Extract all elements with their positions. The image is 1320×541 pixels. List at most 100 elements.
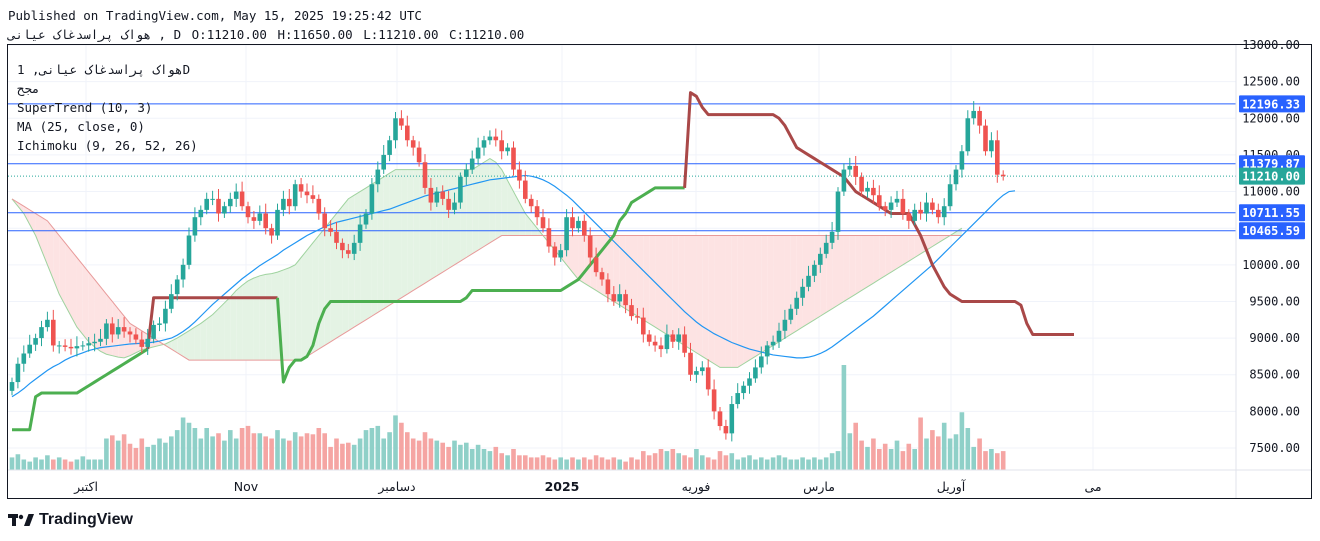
cloud-segment bbox=[330, 213, 337, 342]
volume-bar bbox=[80, 456, 86, 470]
candle-body bbox=[151, 324, 156, 339]
candle-body bbox=[346, 250, 351, 254]
candle-body bbox=[776, 330, 782, 342]
candle-body bbox=[334, 231, 339, 243]
volume-bar bbox=[387, 432, 392, 470]
volume-bar bbox=[534, 457, 540, 470]
volume-bar bbox=[959, 412, 965, 470]
candle-body bbox=[664, 334, 670, 350]
candle-body bbox=[599, 272, 605, 280]
cloud-segment bbox=[578, 235, 585, 284]
cloud-segment bbox=[873, 235, 880, 284]
volume-bar bbox=[169, 436, 174, 470]
candle-body bbox=[658, 345, 664, 350]
volume-bar bbox=[629, 457, 634, 470]
candle-body bbox=[989, 140, 994, 152]
candle-body bbox=[617, 294, 622, 302]
cloud-segment bbox=[637, 235, 644, 320]
volume-bar bbox=[853, 422, 858, 470]
y-tick-label: 13000.00 bbox=[1242, 38, 1300, 52]
x-tick-label: اکتبر bbox=[73, 479, 98, 495]
candle-body bbox=[410, 140, 416, 148]
cloud-segment bbox=[59, 235, 66, 306]
cloud-segment bbox=[88, 272, 95, 347]
cloud-segment bbox=[348, 195, 355, 331]
candles bbox=[9, 101, 1006, 442]
cloud-segment bbox=[448, 169, 455, 269]
candle-body bbox=[222, 206, 227, 214]
candle-body bbox=[27, 344, 32, 354]
y-tick-label: 11000.00 bbox=[1242, 185, 1300, 199]
cloud-segment bbox=[802, 235, 809, 328]
volume-bar bbox=[180, 417, 186, 470]
volume-bar bbox=[658, 449, 664, 470]
cloud-segment bbox=[684, 235, 691, 350]
candle-body bbox=[127, 331, 133, 335]
cloud-segment bbox=[861, 235, 868, 291]
cloud-segment bbox=[218, 302, 225, 361]
legend-ma[interactable]: MA (25, close, 0) bbox=[17, 119, 145, 134]
volume-bar bbox=[163, 442, 168, 470]
price-level-lines bbox=[8, 103, 1236, 232]
volume-bar bbox=[847, 433, 853, 470]
volume-bar bbox=[906, 443, 912, 470]
candle-body bbox=[405, 125, 410, 141]
candle-body bbox=[233, 191, 239, 199]
y-tick-label: 12500.00 bbox=[1242, 75, 1300, 89]
cloud-segment bbox=[725, 235, 732, 368]
volume-bar bbox=[859, 440, 864, 470]
y-tick-label: 8000.00 bbox=[1249, 404, 1300, 418]
volume-bar bbox=[74, 459, 80, 470]
candle-body bbox=[110, 323, 115, 335]
tradingview-logo[interactable]: TradingView bbox=[8, 511, 133, 529]
cloud-segment bbox=[495, 162, 502, 240]
cloud-segment bbox=[501, 169, 508, 236]
volume-bar bbox=[605, 459, 611, 470]
cloud-segment bbox=[242, 280, 248, 361]
volume-bar bbox=[357, 438, 363, 470]
candle-body bbox=[9, 382, 15, 391]
volume-bar bbox=[405, 432, 410, 470]
cloud-segment bbox=[743, 235, 750, 364]
cloud-segment bbox=[720, 235, 726, 368]
cloud-segment bbox=[613, 235, 620, 306]
y-axis: 13000.0012500.0012000.0011500.0011000.00… bbox=[1235, 38, 1300, 498]
volume-bar bbox=[110, 435, 115, 470]
volume-bar bbox=[682, 455, 687, 470]
volume-bar bbox=[670, 449, 676, 470]
volume-bar bbox=[558, 457, 563, 470]
cloud-segment bbox=[35, 213, 42, 251]
candle-body bbox=[86, 343, 91, 346]
volume-bar bbox=[528, 457, 534, 470]
cloud-segment bbox=[708, 235, 715, 364]
volume-bar bbox=[239, 428, 245, 470]
cloud-segment bbox=[419, 169, 425, 287]
volume-bar bbox=[552, 459, 558, 470]
volume-bar bbox=[9, 457, 15, 470]
legend-ichimoku[interactable]: Ichimoku (9, 26, 52, 26) bbox=[17, 138, 198, 153]
volume-bar bbox=[711, 459, 717, 470]
cloud-segment bbox=[655, 235, 661, 331]
volume-bar bbox=[764, 459, 770, 470]
cloud-segment bbox=[507, 180, 514, 236]
candle-body bbox=[316, 198, 322, 214]
cloud-segment bbox=[755, 235, 762, 357]
volume-bar bbox=[263, 436, 268, 470]
candle-body bbox=[900, 198, 906, 214]
cloud-segment bbox=[838, 235, 844, 306]
legend-supertrend[interactable]: SuperTrend (10, 3) bbox=[17, 100, 153, 115]
cloud-segment bbox=[619, 235, 626, 309]
candle-body bbox=[428, 187, 434, 203]
candle-body bbox=[169, 294, 174, 309]
y-tick-label: 7500.00 bbox=[1249, 441, 1300, 455]
volume-bar bbox=[812, 457, 817, 470]
volume-bar bbox=[334, 438, 339, 470]
candle-body bbox=[210, 198, 215, 200]
cloud-segment bbox=[212, 308, 219, 361]
volume-bar bbox=[15, 454, 21, 470]
candle-body bbox=[452, 202, 457, 210]
volume-bar bbox=[245, 425, 251, 470]
volume-bar bbox=[298, 436, 304, 470]
volume-bar bbox=[399, 422, 404, 470]
